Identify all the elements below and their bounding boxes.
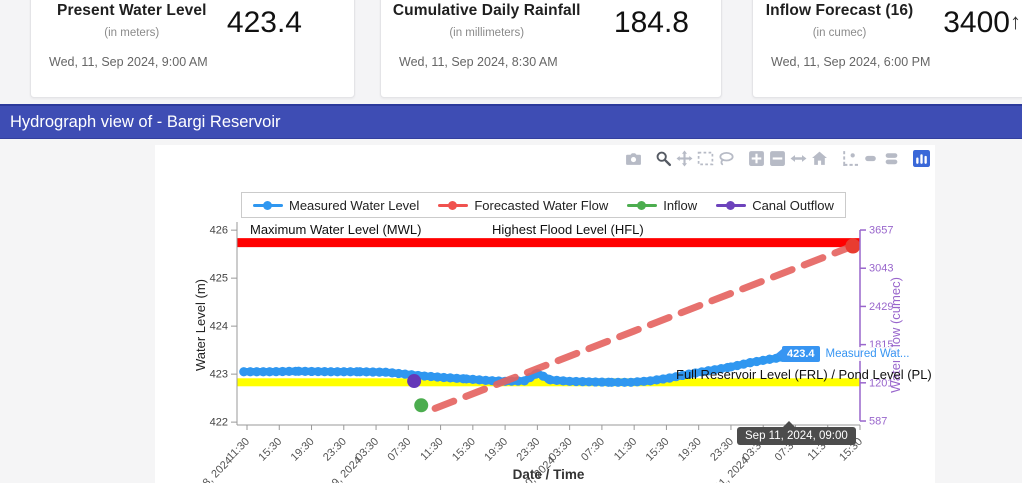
svg-text:19:30: 19:30: [676, 436, 704, 464]
legend-label: Measured Water Level: [289, 197, 420, 213]
section-header: Hydrograph view of - Bargi Reservoir: [0, 104, 1022, 139]
hydrograph-chart: 422 423 424 425 426 587 1201 1815 2429 3043 3657 11…: [155, 145, 935, 483]
hover-caret-icon: [776, 349, 782, 359]
svg-text:15:30: 15:30: [450, 436, 478, 464]
card-present-water-level: Present Water Level (in meters) 423.4 We…: [30, 0, 355, 98]
card-value: 184.8: [613, 6, 689, 39]
svg-text:Date / Time: Date / Time: [513, 467, 585, 482]
section-title: Hydrograph view of - Bargi Reservoir: [10, 112, 281, 131]
legend-marker-icon: [253, 200, 283, 210]
card-inflow-forecast: Inflow Forecast (16) (in cumec) 3400↑ We…: [752, 0, 1022, 98]
card-timestamp: Wed, 11, Sep 2024, 8:30 AM: [399, 55, 558, 69]
chart-legend: Measured Water Level Forecasted Water Flo…: [241, 192, 846, 218]
svg-text:07:30: 07:30: [579, 436, 607, 464]
card-timestamp: Wed, 11, Sep 2024, 9:00 AM: [49, 55, 208, 69]
svg-text:Sep 11, 2024: Sep 11, 2024: [697, 455, 751, 483]
svg-text:3657: 3657: [869, 225, 893, 237]
legend-marker-icon: [438, 200, 469, 210]
svg-text:425: 425: [210, 273, 228, 285]
stat-cards-row: Present Water Level (in meters) 423.4 We…: [0, 0, 1022, 103]
autoscale-icon[interactable]: [790, 150, 807, 167]
plotly-modebar: [621, 150, 930, 167]
card-title: Cumulative Daily Rainfall: [392, 2, 581, 19]
svg-text:15:30: 15:30: [256, 436, 284, 464]
svg-text:422: 422: [210, 417, 228, 429]
svg-text:07:30: 07:30: [385, 436, 413, 464]
toggle-spikes-icon[interactable]: [841, 150, 858, 167]
chart-section: 422 423 424 425 426 587 1201 1815 2429 3043 3657 11…: [0, 139, 1022, 483]
svg-text:23:30: 23:30: [515, 436, 543, 464]
svg-text:2429: 2429: [869, 301, 893, 313]
trend-arrow-icon: ↑: [1010, 9, 1021, 34]
svg-text:19:30: 19:30: [482, 436, 510, 464]
card-cumulative-daily-rainfall: Cumulative Daily Rainfall (in millimeter…: [380, 0, 722, 98]
legend-marker-icon: [627, 200, 658, 210]
svg-text:423: 423: [210, 369, 228, 381]
svg-text:11:30: 11:30: [612, 436, 639, 463]
card-value: 3400↑: [943, 6, 1021, 39]
hover-series-name: Measured Wat...: [823, 347, 912, 361]
svg-text:23:30: 23:30: [321, 436, 349, 464]
card-unit: (in millimeters): [449, 27, 525, 39]
legend-item-forecasted-water-flow[interactable]: Forecasted Water Flow: [438, 198, 608, 213]
svg-text:Maximum Water Level (MWL): Maximum Water Level (MWL): [250, 222, 421, 237]
measured-hover-label: 423.4 Measured Wat...: [776, 346, 912, 362]
legend-marker-icon: [716, 200, 747, 210]
legend-item-measured-water-level[interactable]: Measured Water Level: [253, 198, 419, 213]
svg-text:Water Level (m): Water Level (m): [193, 279, 208, 371]
card-title: Present Water Level: [57, 2, 207, 19]
lasso-icon[interactable]: [718, 150, 735, 167]
legend-item-inflow[interactable]: Inflow: [627, 198, 697, 213]
svg-text:Full Reservoir Level (FRL) / P: Full Reservoir Level (FRL) / Pond Level …: [676, 367, 932, 382]
svg-text:3043: 3043: [869, 263, 893, 275]
card-title: Inflow Forecast (16): [765, 2, 914, 19]
svg-text:587: 587: [869, 416, 887, 428]
card-unit: (in meters): [104, 27, 160, 39]
legend-label: Forecasted Water Flow: [474, 197, 609, 213]
svg-text:424: 424: [210, 321, 228, 333]
hover-closest-icon[interactable]: [862, 150, 879, 167]
zoom-icon[interactable]: [655, 150, 672, 167]
svg-text:23:30: 23:30: [708, 436, 736, 464]
card-timestamp: Wed, 11, Sep 2024, 6:00 PM: [771, 55, 931, 69]
tooltip-caret-icon: [783, 421, 795, 427]
pan-icon[interactable]: [676, 150, 693, 167]
zoom-out-icon[interactable]: [769, 150, 786, 167]
legend-label: Canal Outflow: [752, 197, 834, 213]
svg-text:15:30: 15:30: [644, 436, 672, 464]
plot-area[interactable]: 4224234244254265871201181524293043365711…: [155, 145, 935, 483]
svg-text:1201: 1201: [869, 377, 893, 389]
svg-text:426: 426: [210, 225, 228, 237]
svg-text:19:30: 19:30: [289, 436, 317, 464]
svg-text:Sep 8, 2024: Sep 8, 2024: [185, 455, 235, 483]
svg-text:Water Flow (cumec): Water Flow (cumec): [888, 277, 903, 393]
camera-icon[interactable]: [625, 150, 642, 167]
legend-label: Inflow: [663, 197, 698, 213]
card-value: 423.4: [226, 6, 302, 39]
reset-home-icon[interactable]: [811, 150, 828, 167]
svg-text:11:30: 11:30: [418, 436, 445, 463]
hover-value: 423.4: [782, 346, 820, 362]
legend-item-canal-outflow[interactable]: Canal Outflow: [716, 198, 834, 213]
svg-text:Highest Flood Level (HFL): Highest Flood Level (HFL): [492, 222, 644, 237]
svg-text:Sep 9, 2024: Sep 9, 2024: [314, 455, 364, 483]
zoom-in-icon[interactable]: [748, 150, 765, 167]
hover-compare-icon[interactable]: [883, 150, 900, 167]
card-unit: (in cumec): [812, 27, 867, 39]
plotly-logo-icon[interactable]: [913, 150, 930, 167]
box-select-icon[interactable]: [697, 150, 714, 167]
x-axis-hover-tooltip: Sep 11, 2024, 09:00: [737, 421, 856, 445]
